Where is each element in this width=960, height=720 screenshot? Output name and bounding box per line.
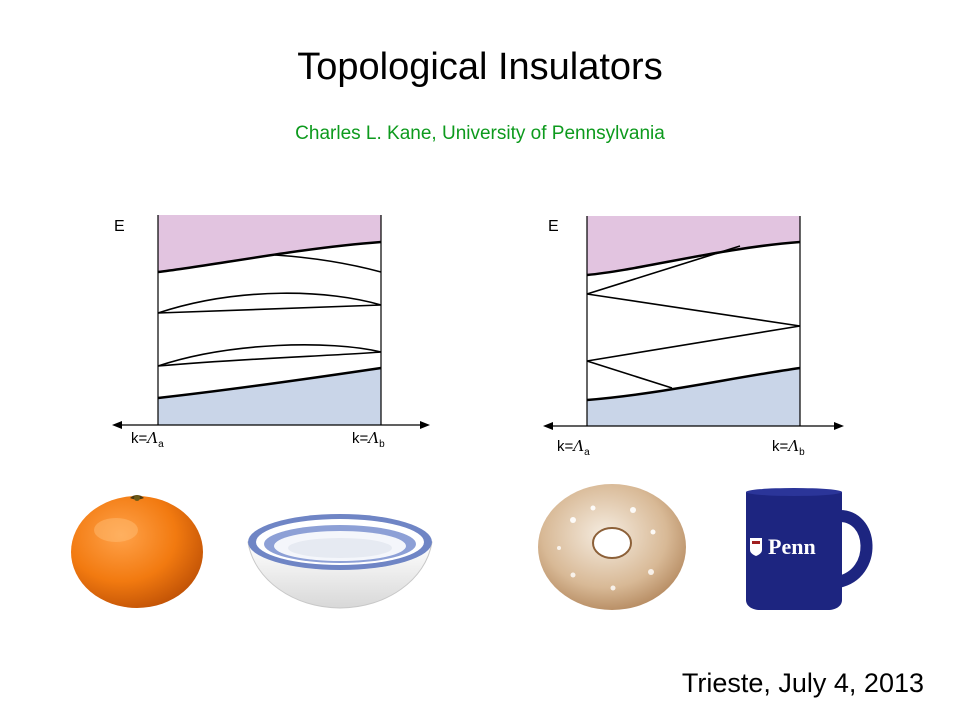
surface-state-4	[157, 344, 382, 367]
bowl-image	[247, 514, 433, 609]
conduction-band-fill	[158, 215, 381, 272]
surface-state-3	[157, 304, 382, 314]
valence-band-fill	[158, 368, 381, 425]
k-label-right: k=Λb	[352, 429, 385, 450]
donut-image	[538, 484, 686, 610]
k-label-right: k=Λb	[772, 437, 805, 458]
k-label-left: k=Λa	[557, 437, 590, 458]
surface-state-zigzag-1	[586, 245, 741, 295]
orange-image	[71, 495, 203, 608]
surface-state-zigzag-4	[586, 360, 673, 389]
valence-band-edge	[586, 366, 801, 402]
penn-mug-image: Penn	[746, 488, 873, 610]
k-label-left: k=Λa	[131, 429, 164, 450]
conduction-band-fill	[587, 216, 800, 275]
slide-title: Topological Insulators	[297, 46, 663, 88]
k-axis-arrow-right	[834, 422, 844, 430]
energy-axis-label: E	[114, 218, 125, 235]
surface-state-1	[274, 254, 382, 273]
mug-logo-text: Penn	[768, 534, 816, 559]
surface-state-2	[157, 292, 382, 314]
conduction-band-edge	[157, 240, 382, 274]
surface-state-5	[157, 351, 382, 367]
k-axis-arrow-right	[420, 421, 430, 429]
k-axis-arrow-left	[543, 422, 553, 430]
surface-state-zigzag-2	[586, 293, 801, 327]
valence-band-fill	[587, 368, 800, 426]
slide-footer: Trieste, July 4, 2013	[681, 668, 924, 698]
slide-subtitle: Charles L. Kane, University of Pennsylva…	[295, 123, 665, 144]
k-axis-arrow-left	[112, 421, 122, 429]
conduction-band-edge	[586, 240, 801, 277]
energy-axis-label: E	[548, 218, 559, 235]
surface-state-zigzag-3	[586, 325, 801, 362]
valence-band-edge	[157, 366, 382, 400]
